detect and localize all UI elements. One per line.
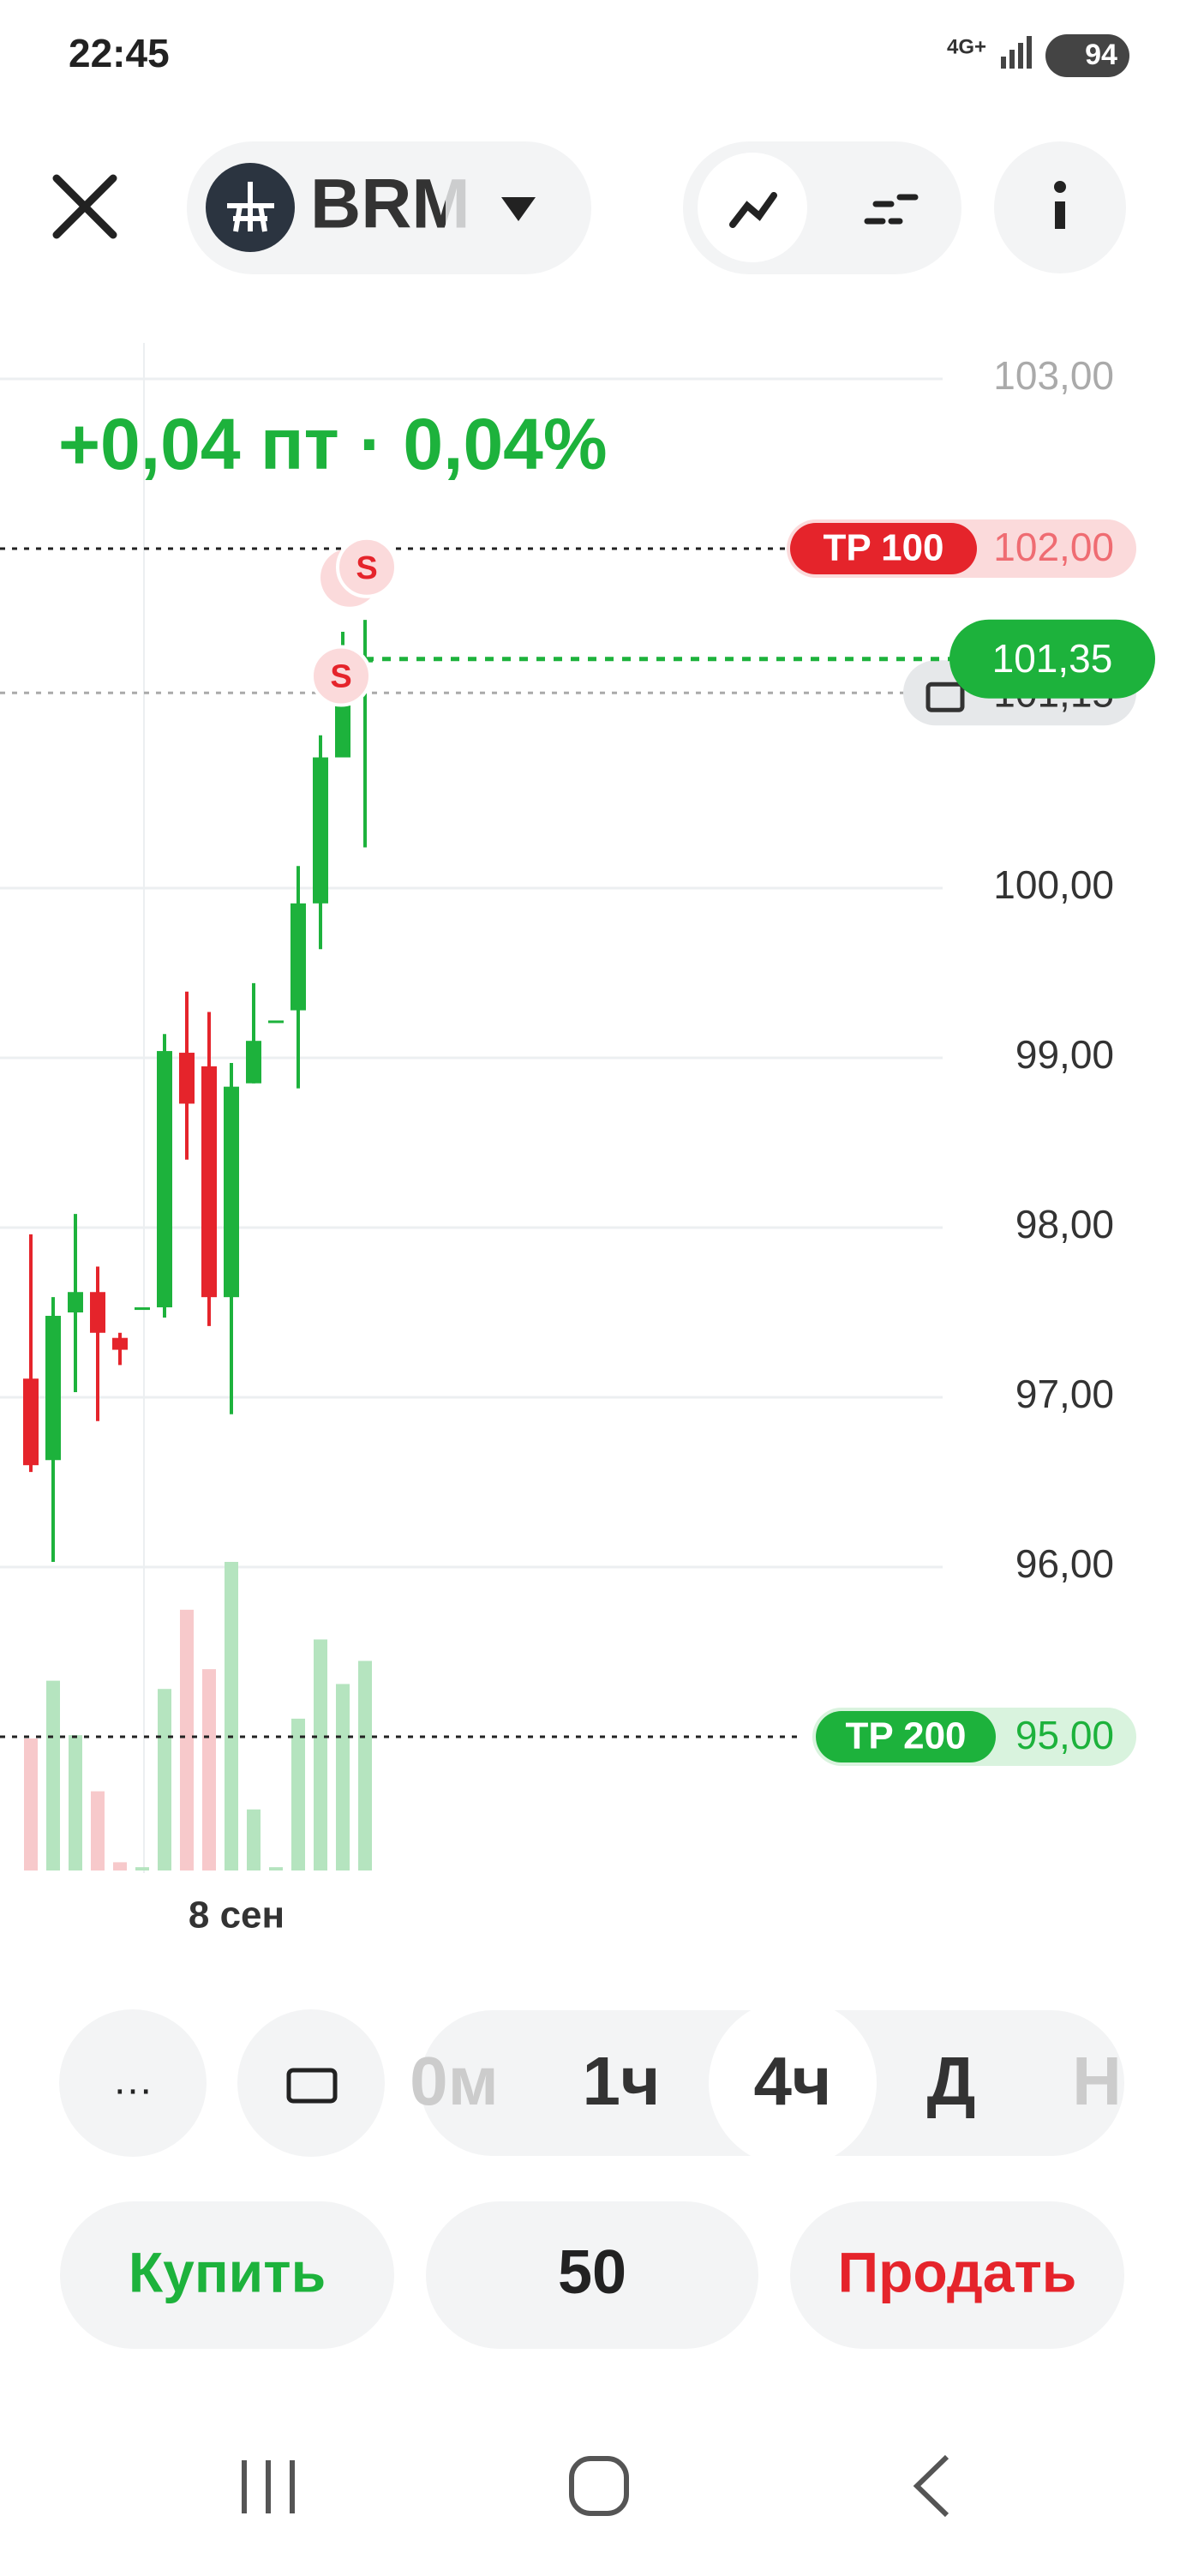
candle-body: [335, 698, 350, 758]
volume-bar: [158, 1689, 171, 1870]
sell-label: Продать: [838, 2240, 1077, 2303]
marker: [310, 645, 372, 707]
level-name-bg: [790, 523, 977, 574]
candle-body: [90, 1292, 105, 1333]
candle-body: [201, 1066, 217, 1298]
level-value: 95,00: [1015, 1713, 1114, 1757]
marker-label: S: [330, 659, 351, 695]
timeframe-selected[interactable]: [709, 1999, 877, 2167]
close-button[interactable]: [52, 174, 117, 239]
y-tick-label: 103,00: [993, 353, 1114, 398]
candle-mode[interactable]: [864, 194, 919, 225]
battery: [1045, 34, 1129, 77]
candle-body: [45, 1315, 61, 1461]
quantity: 50: [558, 2238, 626, 2307]
position-icon: [925, 682, 965, 712]
nav-bar: [242, 2454, 949, 2518]
volume-bar: [91, 1791, 105, 1870]
candle-body: [291, 903, 306, 1011]
candle-body: [246, 1041, 261, 1084]
volume-bar: [291, 1718, 305, 1870]
volume-bar: [46, 1680, 60, 1870]
dropdown-arrow: [501, 197, 536, 221]
volume-bar: [135, 1867, 149, 1870]
candle-body: [313, 757, 328, 904]
y-tick-label: 99,00: [1015, 1032, 1114, 1077]
candle-body: [68, 1292, 83, 1312]
timeframe[interactable]: 4ч: [754, 2043, 832, 2119]
info-dot: [1054, 181, 1066, 193]
ticker: BRM: [310, 165, 470, 243]
volume-bar: [314, 1639, 327, 1870]
volume-bar: [336, 1684, 350, 1870]
nav-home[interactable]: [569, 2456, 629, 2516]
y-tick-label: 100,00: [993, 862, 1114, 907]
x-label: 8 сен: [189, 1894, 285, 1937]
volume-bar: [69, 1735, 82, 1870]
nav-recent[interactable]: [242, 2460, 295, 2513]
volume-bar: [113, 1862, 127, 1870]
candle-body: [23, 1378, 39, 1466]
change: +0,04 пт · 0,04%: [58, 404, 608, 484]
volume-bar: [247, 1809, 261, 1870]
nav-back[interactable]: [913, 2454, 949, 2518]
sell-button[interactable]: [790, 2201, 1124, 2349]
info-icon: [1055, 201, 1065, 229]
level-name: TP 100: [823, 527, 943, 569]
volume-bar: [202, 1669, 216, 1870]
candle-body: [179, 1053, 195, 1104]
timeframe[interactable]: 0м: [410, 2043, 499, 2119]
chart: 103,00 100,00 99,00 98,00 97,00 96,00 TP 100 10…: [0, 353, 1155, 1937]
signal: [1001, 36, 1032, 69]
more-icon: …: [112, 2058, 153, 2104]
volume-bar: [24, 1738, 38, 1870]
candle-body: [112, 1337, 128, 1350]
candle-body: [268, 1020, 284, 1024]
marker: [336, 536, 398, 598]
line-icon: [729, 192, 777, 228]
timeframe[interactable]: Д: [927, 2043, 976, 2119]
level-name: TP 200: [845, 1715, 966, 1757]
more-button[interactable]: [59, 2009, 207, 2157]
y-tick-label: 98,00: [1015, 1202, 1114, 1246]
y-tick-label: 97,00: [1015, 1372, 1114, 1416]
portfolio-icon: [286, 2068, 338, 2104]
last-price-tag: [949, 619, 1155, 699]
candle-body: [224, 1086, 239, 1298]
level-name-bg: [816, 1711, 996, 1762]
marker-label: S: [356, 550, 377, 586]
battery-level: 94: [1085, 39, 1117, 71]
portfolio-button[interactable]: [237, 2009, 385, 2157]
candle-body: [157, 1051, 172, 1308]
level-value: 102,00: [993, 525, 1114, 569]
quantity-field[interactable]: [426, 2201, 758, 2349]
volume-bar: [269, 1867, 283, 1870]
timeframe[interactable]: Н: [1072, 2043, 1122, 2119]
last-price: 101,35: [992, 636, 1113, 681]
volume-bar: [225, 1562, 238, 1870]
ticker-icon-glyph: [227, 182, 274, 232]
buy-button[interactable]: [60, 2201, 394, 2349]
y-tick-label: 96,00: [1015, 1541, 1114, 1586]
volume-bar: [180, 1609, 194, 1870]
volume-bar: [358, 1660, 372, 1870]
network: 4G+: [947, 35, 986, 58]
buy-label: Купить: [129, 2240, 326, 2303]
status-time: 22:45: [69, 31, 170, 75]
timeframe[interactable]: 1ч: [583, 2043, 661, 2119]
candle-body: [135, 1307, 150, 1311]
